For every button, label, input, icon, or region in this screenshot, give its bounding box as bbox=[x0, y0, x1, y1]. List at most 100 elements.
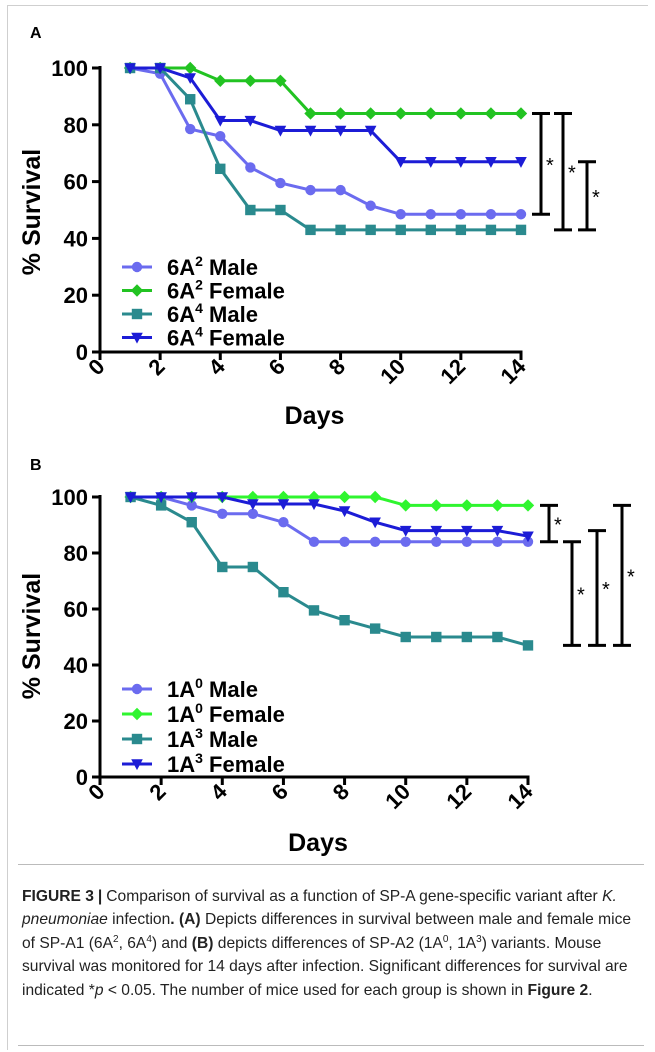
data-point bbox=[335, 224, 346, 236]
caption-text: . bbox=[588, 981, 593, 999]
data-point bbox=[245, 162, 256, 173]
data-point bbox=[308, 499, 320, 511]
y-tick-label: 100 bbox=[51, 485, 88, 510]
significance-star: * bbox=[546, 155, 554, 177]
caption-figure-label: FIGURE 3 bbox=[22, 888, 94, 905]
data-point bbox=[364, 107, 377, 120]
caption-text: , 1A bbox=[448, 934, 477, 952]
y-tick-label: 80 bbox=[64, 113, 88, 138]
data-point bbox=[485, 209, 497, 220]
data-point bbox=[274, 125, 287, 137]
data-point bbox=[365, 224, 376, 236]
data-point bbox=[521, 499, 535, 512]
data-point bbox=[214, 115, 227, 127]
y-tick-label: 0 bbox=[76, 340, 88, 365]
y-tick-label: 60 bbox=[64, 170, 88, 195]
data-point bbox=[365, 200, 376, 211]
legend-marker bbox=[131, 308, 143, 320]
data-point bbox=[460, 499, 474, 512]
series-line bbox=[130, 66, 521, 164]
y-tick-label: 40 bbox=[64, 226, 88, 251]
caption-panel-a-ref: (A) bbox=[178, 911, 201, 929]
caption-superscript: 3 bbox=[476, 933, 482, 945]
data-point bbox=[400, 631, 411, 643]
caption-superscript: 2 bbox=[113, 933, 119, 945]
panel-label-a: A bbox=[30, 25, 42, 42]
x-tick-label: 12 bbox=[441, 779, 476, 814]
data-point bbox=[455, 224, 467, 236]
caption-italic-p: p bbox=[94, 981, 104, 999]
caption-text: infection bbox=[107, 911, 171, 929]
caption-text: ) and bbox=[151, 934, 192, 952]
y-axis-title: % Survival bbox=[18, 149, 46, 275]
data-point bbox=[399, 499, 412, 512]
legend-label: 6A2 Female bbox=[167, 277, 285, 304]
y-tick-label: 60 bbox=[64, 597, 88, 622]
caption-separator: | bbox=[97, 888, 103, 905]
data-point bbox=[454, 107, 468, 120]
data-point bbox=[215, 163, 226, 175]
x-tick-label: 4 bbox=[205, 778, 232, 805]
data-point bbox=[185, 123, 196, 135]
legend-label: 1A3 Male bbox=[167, 725, 258, 752]
caption-figure-reference[interactable]: Figure 2 bbox=[527, 981, 589, 999]
x-tick-label: 8 bbox=[324, 354, 350, 380]
data-point bbox=[274, 74, 287, 87]
data-point bbox=[425, 209, 436, 220]
legend-label: 6A4 Female bbox=[167, 324, 285, 351]
data-point bbox=[368, 490, 382, 504]
data-point bbox=[154, 63, 166, 75]
y-axis-title: % Survival bbox=[18, 573, 46, 699]
data-point bbox=[491, 499, 504, 512]
data-point bbox=[424, 157, 437, 168]
data-point bbox=[485, 224, 497, 236]
bottom-divider bbox=[18, 1045, 644, 1046]
data-point bbox=[395, 209, 406, 220]
x-tick-label: 0 bbox=[83, 354, 109, 380]
data-point bbox=[245, 204, 256, 216]
x-tick-label: 10 bbox=[375, 354, 410, 389]
x-tick-label: 14 bbox=[496, 353, 532, 389]
data-point bbox=[514, 107, 528, 120]
data-point bbox=[308, 536, 320, 547]
data-point bbox=[522, 640, 534, 651]
data-point bbox=[217, 561, 228, 573]
x-tick-label: 6 bbox=[264, 354, 290, 380]
data-point bbox=[461, 631, 473, 643]
legend-marker bbox=[130, 707, 144, 721]
figure-frame bbox=[7, 5, 648, 1050]
data-point bbox=[305, 224, 316, 236]
significance-star: * bbox=[592, 187, 600, 209]
caption-text: < 0.05. The number of mice used for each… bbox=[103, 981, 528, 999]
data-point bbox=[424, 107, 437, 120]
chart-panel-b: 0 20 40 60 80 100 0 2 4 6 8 10 12 14 % Survival Days 1A0… bbox=[18, 485, 635, 857]
data-point bbox=[369, 623, 381, 634]
data-point bbox=[155, 500, 167, 511]
data-point bbox=[184, 73, 197, 85]
legend-label: 6A4 Male bbox=[167, 300, 258, 327]
significance-star: * bbox=[577, 585, 585, 607]
caption-panel-b-ref: (B) bbox=[191, 934, 214, 952]
significance-star: * bbox=[554, 515, 562, 537]
data-point bbox=[124, 63, 136, 75]
y-tick-label: 100 bbox=[51, 56, 88, 81]
figure-caption: FIGURE 3 | Comparison of survival as a fun… bbox=[22, 885, 634, 1002]
data-point bbox=[430, 525, 443, 537]
legend-label: 1A0 Male bbox=[167, 675, 258, 702]
caption-text: , 6A bbox=[118, 934, 147, 952]
data-point bbox=[461, 525, 473, 537]
data-point bbox=[492, 536, 503, 547]
x-tick-label: 8 bbox=[328, 779, 354, 805]
data-point bbox=[185, 492, 198, 504]
caption-text: depicts differences of SP-A2 (1A bbox=[213, 934, 443, 952]
data-point bbox=[304, 107, 317, 120]
data-point bbox=[455, 157, 467, 168]
x-tick-label: 14 bbox=[503, 778, 539, 814]
data-point bbox=[522, 531, 534, 543]
x-tick-label: 10 bbox=[380, 779, 415, 814]
y-tick-label: 40 bbox=[64, 653, 88, 678]
y-tick-label: 20 bbox=[64, 709, 88, 734]
data-point bbox=[244, 74, 257, 87]
caption-superscript: 0 bbox=[442, 933, 449, 945]
caption-text: Comparison of survival as a function of … bbox=[106, 888, 603, 905]
